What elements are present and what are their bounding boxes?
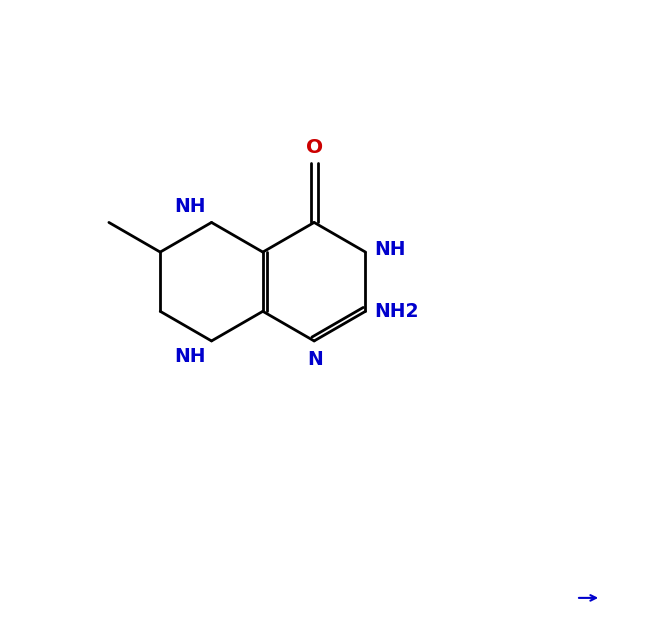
Text: NH2: NH2 — [374, 302, 419, 321]
Text: NH: NH — [174, 197, 205, 216]
Text: O: O — [305, 138, 323, 157]
Text: N: N — [307, 349, 324, 368]
Text: NH: NH — [174, 347, 205, 366]
Text: NH: NH — [374, 240, 406, 259]
